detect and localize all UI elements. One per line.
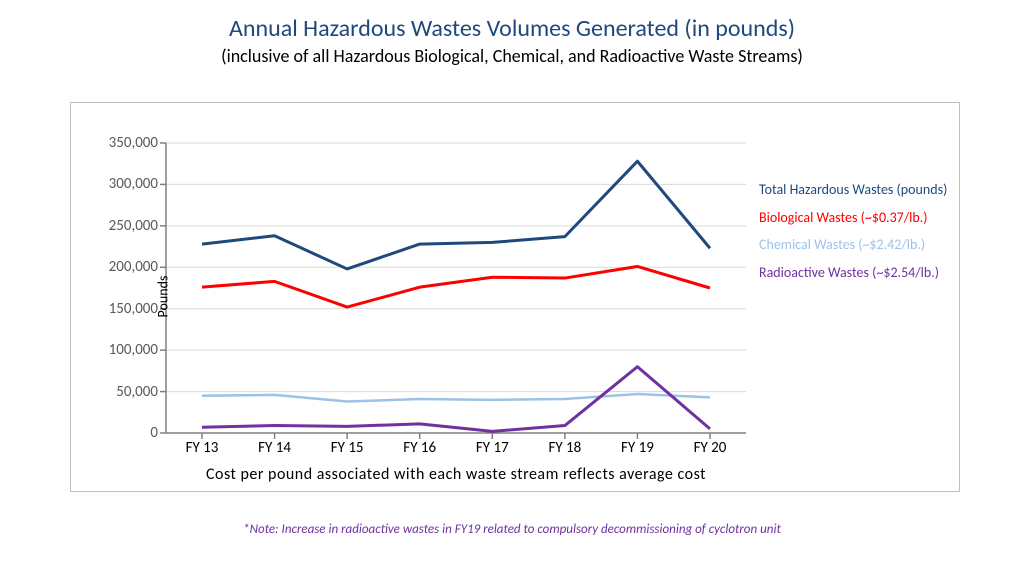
y-tick-label: 350,000	[78, 134, 158, 152]
legend-item: Chemical Wastes (~$2.42/lb.)	[759, 236, 949, 254]
x-tick-label: FY 18	[548, 439, 581, 457]
y-tick-label: 0	[78, 424, 158, 442]
x-tick-label: FY 15	[331, 439, 364, 457]
legend-item: Biological Wastes (~$0.37/lb.)	[759, 209, 949, 227]
x-tick-label: FY 20	[694, 439, 727, 457]
footnote: *Note: Increase in radioactive wastes in…	[0, 522, 1024, 537]
y-tick-label: 250,000	[78, 217, 158, 235]
y-tick-label: 50,000	[78, 383, 158, 401]
x-tick-label: FY 16	[403, 439, 436, 457]
chart-container: Pounds Cost per pound associated with ea…	[70, 102, 960, 492]
y-tick-label: 300,000	[78, 175, 158, 193]
plot-area: Pounds Cost per pound associated with ea…	[166, 143, 746, 433]
x-tick-label: FY 13	[186, 439, 219, 457]
x-tick-label: FY 14	[258, 439, 291, 457]
legend: Total Hazardous Wastes (pounds) Biologica…	[759, 181, 949, 291]
chart-title: Annual Hazardous Wastes Volumes Generate…	[0, 14, 1024, 43]
legend-item: Radioactive Wastes (~$2.54/lb.)	[759, 264, 949, 282]
y-tick-label: 200,000	[78, 258, 158, 276]
title-block: Annual Hazardous Wastes Volumes Generate…	[0, 0, 1024, 67]
x-tick-label: FY 19	[621, 439, 654, 457]
x-tick-label: FY 17	[476, 439, 509, 457]
legend-item: Total Hazardous Wastes (pounds)	[759, 181, 949, 199]
x-axis-title: Cost per pound associated with each wast…	[166, 465, 746, 484]
line-chart-svg	[166, 143, 746, 433]
y-tick-label: 150,000	[78, 300, 158, 318]
y-tick-label: 100,000	[78, 341, 158, 359]
chart-subtitle: (inclusive of all Hazardous Biological, …	[0, 45, 1024, 67]
